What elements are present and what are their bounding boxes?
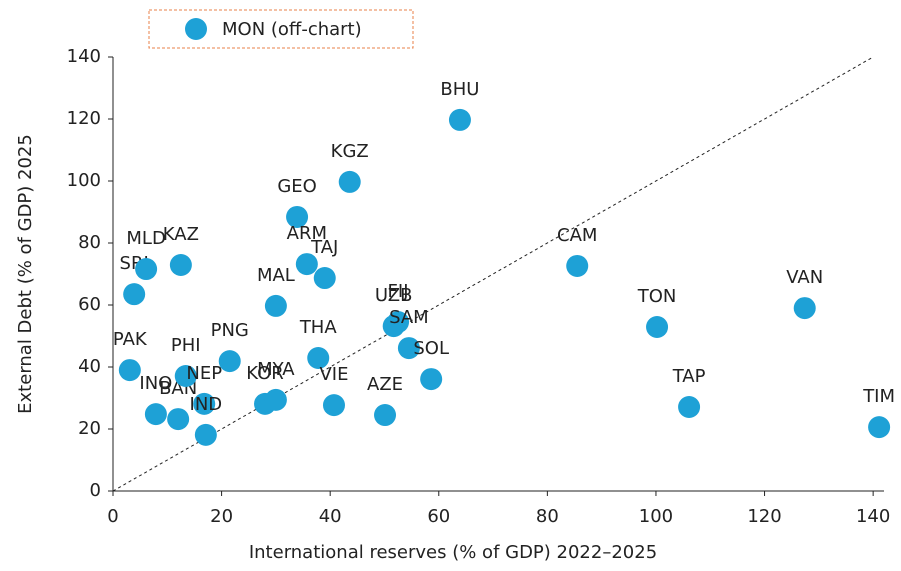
x-tick-label: 40 [319,506,342,527]
point-label: BHU [440,79,479,100]
point-label: AZE [367,374,403,395]
point [678,395,701,418]
point [793,297,816,320]
x-tick-label: 0 [107,506,118,527]
point-label: INO [139,373,172,394]
point-label: PNG [211,320,249,341]
point-label: KOR [246,363,284,384]
point [307,347,330,370]
point-label: IND [190,394,223,415]
x-tick-label: 100 [639,506,673,527]
point [322,394,345,417]
point-label: TAJ [310,237,338,258]
point [264,294,287,317]
point [338,170,361,193]
point-label: PHI [171,335,201,356]
y-tick-label: 20 [78,418,101,439]
reference-line [112,56,874,492]
point [193,392,216,415]
legend-marker [185,18,207,40]
point-label: VIE [319,364,348,385]
y-tick-label: 140 [67,46,101,67]
x-tick-label: 120 [747,506,781,527]
point-label: MAL [257,265,295,286]
point [194,423,217,446]
y-tick-label: 100 [67,170,101,191]
y-tick-label: 40 [78,356,101,377]
point-label: THA [299,317,338,338]
point-label: KGZ [331,141,369,162]
point-label: MYA [257,359,295,380]
point [868,416,891,439]
legend-box [148,9,414,49]
point [646,316,669,339]
point-label: PAK [113,329,148,350]
x-tick-label: 140 [856,506,890,527]
point [218,350,241,373]
y-tick-label: 60 [78,294,101,315]
x-tick-label: 60 [427,506,450,527]
point [144,403,167,426]
point [566,254,589,277]
point [420,368,443,391]
point [295,253,318,276]
point [174,364,197,387]
point-label: VAN [786,267,823,288]
point [135,258,158,281]
point-label: GEO [277,176,317,197]
point-label: MLD [126,228,165,249]
point [286,205,309,228]
point [118,359,141,382]
point [123,283,146,306]
y-axis-title: External Debt (% of GDP) 2025 [15,134,36,414]
x-axis-title: International reserves (% of GDP) 2022–2… [249,542,657,563]
point-label: FIJ [388,281,409,302]
y-tick-label: 80 [78,232,101,253]
point [167,408,190,431]
point [313,267,336,290]
point [169,254,192,277]
point [397,337,420,360]
y-tick-label: 120 [67,108,101,129]
point-label: KAZ [163,224,199,245]
point-label: UZB [375,285,413,306]
y-tick-label: 0 [90,480,101,501]
x-tick-label: 80 [536,506,559,527]
point-label: NEP [186,363,222,384]
point-label: TON [637,286,677,307]
point-label: SAM [389,307,429,328]
point-label: TIM [862,386,895,407]
point-label: SOL [413,338,449,359]
point-label: ARM [287,223,327,244]
x-tick-label: 20 [210,506,233,527]
point [374,404,397,427]
point [382,315,405,338]
point [448,108,471,131]
legend-label: MON (off-chart) [222,19,362,40]
point-label: CAM [557,225,597,246]
point [264,388,287,411]
point-label: TAP [672,366,706,387]
